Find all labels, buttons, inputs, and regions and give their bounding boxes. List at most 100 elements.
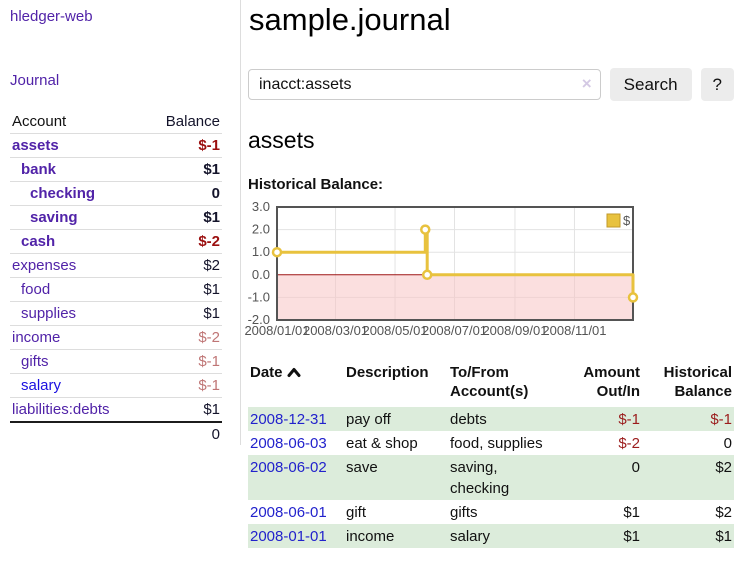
register-header-balance: Historical Balance: [663, 364, 732, 400]
account-row: income $-2: [10, 325, 222, 350]
chart-canvas[interactable]: $3.0 2.0 1.0 0.0 -1.0 -2.02008/01/012008/03/0…: [240, 200, 650, 347]
chart-title: Historical Balance:: [248, 176, 384, 193]
account-link[interactable]: gifts: [21, 353, 49, 370]
account-row: liabilities:debts $1: [10, 397, 222, 422]
account-row: supplies $1: [10, 301, 222, 326]
account-link[interactable]: assets: [12, 137, 59, 154]
transaction-description: save: [346, 459, 378, 476]
transaction-amount: $-2: [618, 435, 640, 452]
transaction-description: gift: [346, 504, 367, 521]
account-balance: 0: [144, 181, 222, 206]
account-row: salary $-1: [10, 373, 222, 398]
account-link[interactable]: liabilities:debts: [12, 401, 110, 418]
help-button[interactable]: ?: [700, 68, 734, 101]
app-brand[interactable]: hledger-web: [10, 0, 240, 25]
transaction-balance: $2: [715, 504, 732, 521]
account-row: assets $-1: [10, 134, 222, 158]
account-row: expenses $2: [10, 253, 222, 278]
search-input[interactable]: [249, 70, 600, 99]
account-balance: $1: [144, 277, 222, 302]
transaction-amount: $1: [623, 504, 640, 521]
transaction-amount: $-1: [618, 411, 640, 428]
sort-ascending-icon: [287, 368, 301, 377]
transaction-date-link[interactable]: 2008-12-31: [250, 411, 327, 428]
svg-text:-2.0: -2.0: [248, 312, 270, 327]
account-link[interactable]: supplies: [21, 305, 77, 322]
account-row: checking 0: [10, 181, 222, 206]
transaction-date-link[interactable]: 2008-06-02: [250, 459, 327, 476]
account-link[interactable]: salary: [21, 377, 62, 394]
transaction-balance: $2: [715, 459, 732, 476]
account-link[interactable]: income: [12, 329, 61, 346]
account-balance: $-1: [198, 137, 220, 154]
transaction-balance: $1: [715, 528, 732, 545]
transaction-accounts: debts: [450, 411, 487, 428]
account-row: gifts $-1: [10, 349, 222, 374]
transaction-date-link[interactable]: 2008-06-01: [250, 504, 327, 521]
account-balance: $2: [144, 253, 222, 278]
clear-search-icon[interactable]: ×: [581, 74, 592, 93]
svg-text:2008/11/01: 2008/11/01: [542, 323, 606, 338]
account-balance: $-2: [144, 325, 222, 350]
account-heading: assets: [248, 127, 315, 153]
register-row: 2008-06-01 gift gifts $1 $2: [248, 500, 734, 524]
accounts-header-balance: Balance: [144, 110, 222, 134]
svg-text:1.0: 1.0: [252, 244, 270, 259]
accounts-total-balance: 0: [144, 421, 222, 446]
transaction-amount: $1: [623, 528, 640, 545]
search-button[interactable]: Search: [609, 68, 692, 101]
account-link[interactable]: saving: [30, 209, 78, 226]
account-balance: $-1: [144, 373, 222, 398]
svg-text:0.0: 0.0: [252, 267, 270, 282]
account-row: cash $-2: [10, 229, 222, 254]
main-content: sample.journal × Search ? assets Histori…: [244, 0, 734, 548]
register-header-date[interactable]: Date: [248, 363, 344, 407]
account-balance: $-2: [144, 229, 222, 254]
register-header-accounts: To/From Account(s): [450, 364, 529, 400]
transaction-date-link[interactable]: 2008-06-03: [250, 435, 327, 452]
journal-link[interactable]: Journal: [10, 72, 60, 89]
transaction-description: eat & shop: [346, 435, 418, 452]
app-brand-link[interactable]: hledger-web: [10, 8, 93, 25]
transaction-accounts: food, supplies: [450, 435, 543, 452]
register-row: 2008-06-03 eat & shop food, supplies $-2 0: [248, 431, 734, 455]
account-link[interactable]: bank: [21, 161, 57, 178]
transaction-description: income: [346, 528, 395, 545]
transaction-balance: 0: [723, 435, 732, 452]
account-row: food $1: [10, 277, 222, 302]
account-link[interactable]: cash: [21, 233, 56, 250]
accounts-total-row: 0: [10, 421, 222, 446]
svg-text:3.0: 3.0: [252, 200, 270, 214]
register-header-description: Description: [346, 364, 429, 381]
account-balance: $1: [144, 157, 222, 182]
search-box: ×: [248, 69, 601, 100]
transaction-accounts: gifts: [450, 504, 478, 521]
transaction-accounts: salary: [450, 528, 491, 545]
svg-text:2008/05/01: 2008/05/01: [362, 323, 427, 338]
account-balance: $-1: [144, 349, 222, 374]
transaction-accounts: saving, checking: [450, 459, 510, 497]
svg-text:2.0: 2.0: [252, 222, 270, 237]
register-row: 2008-12-31 pay off debts $-1 $-1: [248, 407, 734, 431]
account-row: bank $1: [10, 157, 222, 182]
search-form: × Search ?: [248, 68, 734, 101]
svg-text:2008/09/01: 2008/09/01: [482, 323, 547, 338]
register-table: Date Description To/From Account(s) Amou…: [248, 363, 734, 548]
svg-text:$: $: [623, 213, 631, 228]
account-link[interactable]: food: [21, 281, 51, 298]
account-balance: $1: [144, 205, 222, 230]
account-link[interactable]: expenses: [12, 257, 77, 274]
account-balance: $1: [144, 301, 222, 326]
register-row: 2008-06-02 save saving, checking 0 $2: [248, 455, 734, 500]
transaction-date-link[interactable]: 2008-01-01: [250, 528, 327, 545]
balance-chart: $3.0 2.0 1.0 0.0 -1.0 -2.0 2008/01/01 2008/03/0…: [244, 200, 734, 347]
transaction-amount: 0: [631, 459, 640, 476]
svg-text:2008/07/01: 2008/07/01: [422, 323, 487, 338]
accounts-table: Account Balance assets $-1 bank $1 checking 0…: [10, 110, 222, 446]
sidebar-nav: Journal: [10, 72, 240, 89]
page-title: sample.journal: [249, 2, 451, 37]
transaction-description: pay off: [346, 411, 391, 428]
account-balance: $1: [144, 397, 222, 422]
account-link[interactable]: checking: [30, 185, 96, 202]
svg-text:-1.0: -1.0: [248, 289, 270, 304]
